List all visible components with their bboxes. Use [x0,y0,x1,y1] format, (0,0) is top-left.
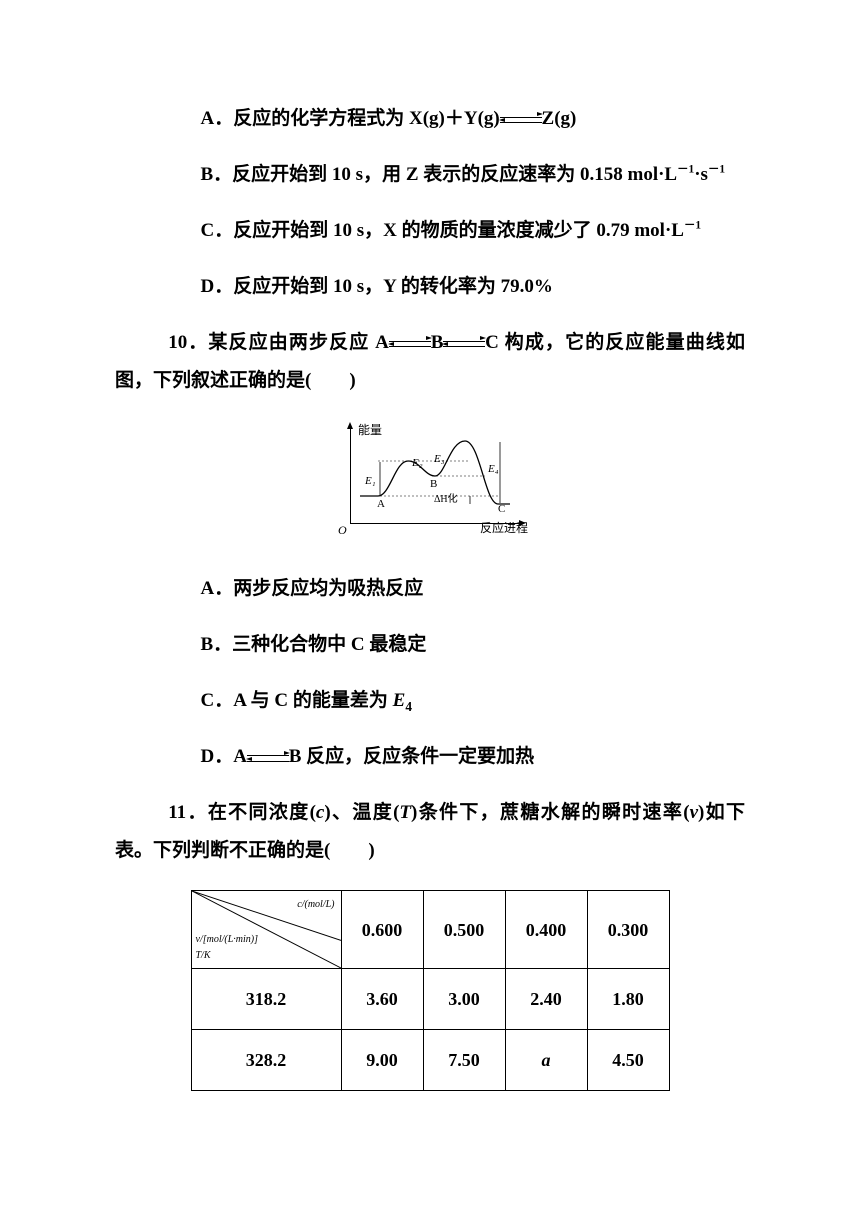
q10-option-b: B．三种化合物中 C 最稳定 [115,626,745,664]
row-label: 328.2 [191,1030,341,1091]
table-corner-cell: c/(mol/L) v/[mol/(L·min)] T/K [191,891,341,969]
cell: a [505,1030,587,1091]
col-header: 0.300 [587,891,669,969]
cell: 9.00 [341,1030,423,1091]
text: D．反应开始到 10 s，Y 的转化率为 79.0% [201,276,553,297]
col-header: 0.600 [341,891,423,969]
q9-option-c: C．反应开始到 10 s，X 的物质的量浓度减少了 0.79 mol·L－1 [115,212,745,250]
text: D．A [201,746,247,767]
equilibrium-arrow-icon [389,334,431,353]
fig-label-e4: E₄ [488,458,499,480]
cell: 3.00 [423,969,505,1030]
text: A．反应的化学方程式为 X(g)＋Y(g) [201,108,500,129]
subscript: 4 [405,699,412,714]
q10-stem: 10．某反应由两步反应 ABC 构成，它的反应能量曲线如图，下列叙述正确的是( … [115,324,745,400]
q10-figure: 能量 反应进程 O A B C E₁ E₂ E₃ E₄ ΔH化 [115,418,745,552]
q9-option-a: A．反应的化学方程式为 X(g)＋Y(g) Z(g) [115,100,745,138]
text: B．反应开始到 10 s，用 Z 表示的反应速率为 0.158 mol·L [201,164,678,185]
q9-option-b: B．反应开始到 10 s，用 Z 表示的反应速率为 0.158 mol·L－1·… [115,156,745,194]
corner-label-c: c/(mol/L) [297,895,334,915]
q9-option-d: D．反应开始到 10 s，Y 的转化率为 79.0% [115,268,745,306]
q10-option-a: A．两步反应均为吸热反应 [115,570,745,608]
text: 10．某反应由两步反应 A [168,332,389,353]
table-row: 328.2 9.00 7.50 a 4.50 [191,1030,669,1091]
corner-label-t: T/K [196,946,211,966]
superscript: －1 [684,220,701,232]
text: 11．在不同浓度( [168,802,316,823]
var: T [399,802,411,823]
text: )条件下，蔗糖水解的瞬时速率( [411,802,690,823]
cell: 4.50 [587,1030,669,1091]
equilibrium-arrow-icon [500,110,542,129]
text: A．两步反应均为吸热反应 [201,578,424,599]
q10-option-d: D．A B 反应，反应条件一定要加热 [115,738,745,776]
var: E [393,690,406,711]
energy-diagram: 能量 反应进程 O A B C E₁ E₂ E₃ E₄ ΔH化 [330,418,530,538]
fig-label-dh: ΔH化 [434,490,458,510]
table-header-row: c/(mol/L) v/[mol/(L·min)] T/K 0.600 0.50… [191,891,669,969]
fig-label-e2: E₂ [412,452,423,474]
text: B 反应，反应条件一定要加热 [289,746,534,767]
var-a: a [542,1050,551,1070]
text: )、温度( [324,802,399,823]
cell: 1.80 [587,969,669,1030]
text: Z(g) [542,108,577,129]
text: C．A 与 C 的能量差为 [201,690,393,711]
row-label: 318.2 [191,969,341,1030]
q11-stem: 11．在不同浓度(c)、温度(T)条件下，蔗糖水解的瞬时速率(v)如下表。下列判… [115,794,745,870]
fig-label-a: A [377,493,385,515]
q11-table: c/(mol/L) v/[mol/(L·min)] T/K 0.600 0.50… [191,890,670,1091]
col-header: 0.400 [505,891,587,969]
fig-label-e3: E₃ [434,448,445,470]
var: v [690,802,698,823]
cell: 7.50 [423,1030,505,1091]
cell: 2.40 [505,969,587,1030]
text: ·s [694,164,708,185]
text: B．三种化合物中 C 最稳定 [201,634,427,655]
equilibrium-arrow-icon [443,334,485,353]
cell: 3.60 [341,969,423,1030]
table-row: 318.2 3.60 3.00 2.40 1.80 [191,969,669,1030]
origin-label: O [338,518,347,542]
q10-option-c: C．A 与 C 的能量差为 E4 [115,682,745,720]
equilibrium-arrow-icon [247,749,289,768]
superscript: －1 [708,164,725,176]
text: C．反应开始到 10 s，X 的物质的量浓度减少了 0.79 mol·L [201,220,684,241]
fig-label-e1: E₁ [365,470,376,492]
fig-label-c: C [498,498,505,520]
superscript: －1 [677,164,694,176]
col-header: 0.500 [423,891,505,969]
